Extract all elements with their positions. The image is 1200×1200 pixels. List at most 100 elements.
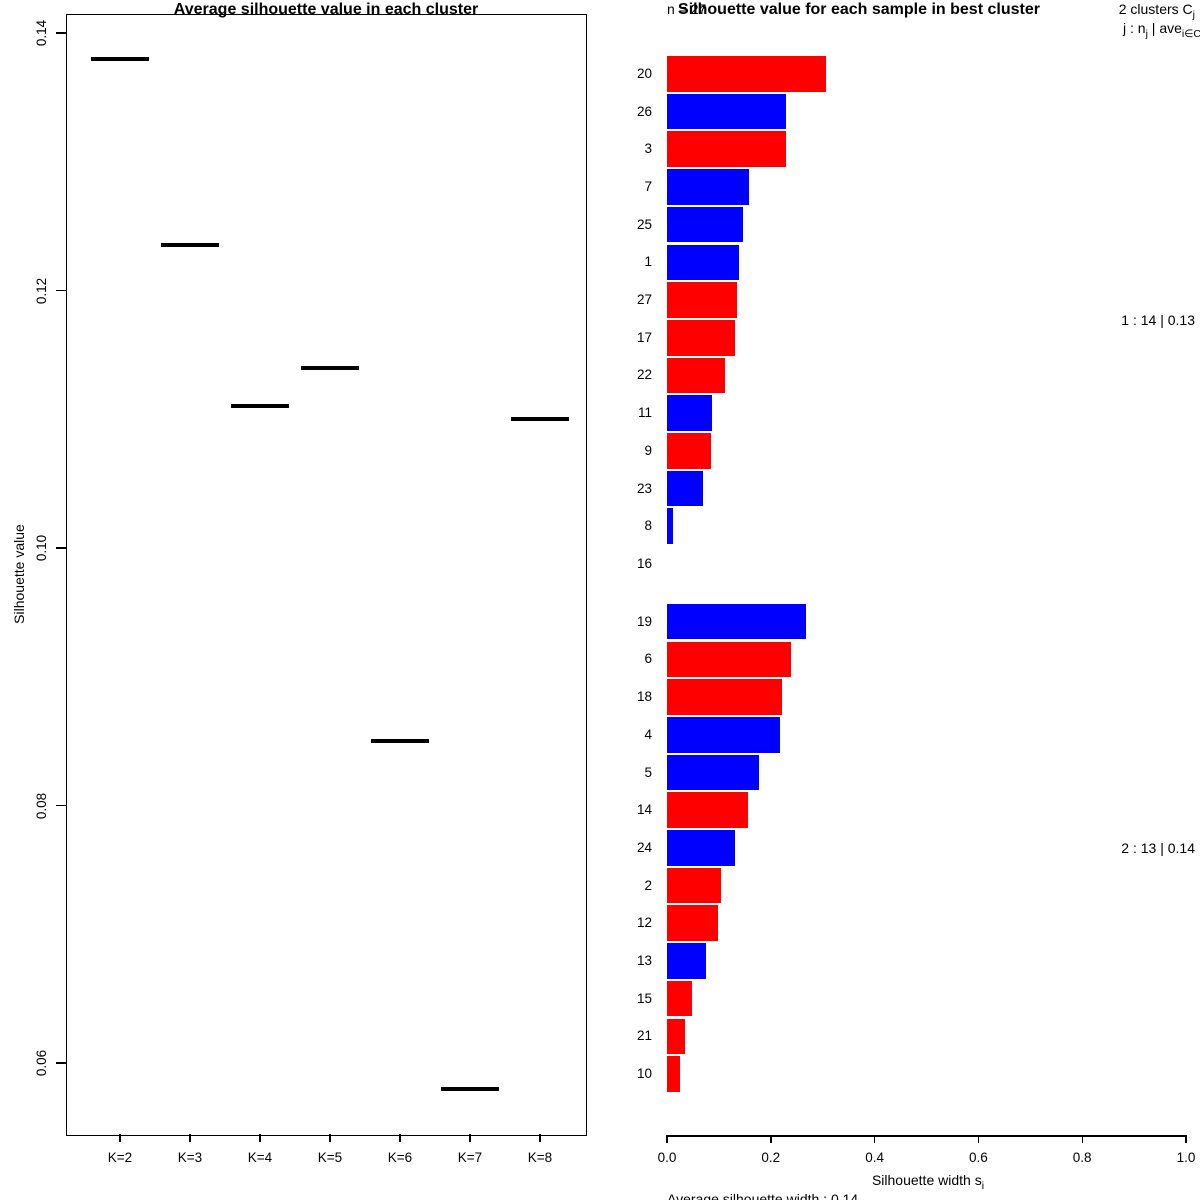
plain-text: | ave	[1147, 20, 1182, 36]
sample-label: 3	[644, 141, 652, 157]
silhouette-bar	[667, 395, 713, 431]
sample-label: 23	[636, 480, 652, 496]
sample-label: 4	[644, 726, 652, 742]
sample-label: 8	[644, 518, 652, 534]
silhouette-bar	[667, 867, 721, 904]
x-tick-mark	[399, 1134, 401, 1142]
sample-label: 25	[636, 216, 652, 232]
x-tick-label: 0.4	[865, 1150, 884, 1165]
y-tick-label: 0.08	[34, 792, 49, 819]
right-plot-title: Silhouette value for each sample in best…	[678, 1, 1040, 18]
silhouette-bar	[667, 470, 703, 507]
silhouette-bar	[667, 754, 759, 791]
silhouette-bar	[667, 980, 692, 1017]
cluster-legend-line1: 2 clusters Cj	[1119, 1, 1195, 21]
sample-label: 24	[636, 839, 652, 855]
silhouette-bar	[667, 244, 740, 281]
silhouette-bar	[667, 603, 807, 640]
silhouette-bar	[667, 943, 706, 979]
silhouette-bar	[667, 641, 791, 678]
average-silhouette-segment	[91, 56, 149, 61]
sample-label: 14	[636, 802, 652, 818]
sample-label: 21	[636, 1028, 652, 1044]
x-tick-mark	[977, 1135, 980, 1143]
silhouette-bar	[667, 1056, 680, 1092]
x-tick-mark	[770, 1135, 772, 1143]
sample-label: 26	[636, 103, 652, 119]
plain-text: j : n	[1123, 20, 1146, 36]
average-silhouette-segment	[231, 404, 289, 409]
x-tick-label: 1.0	[1176, 1150, 1196, 1165]
silhouette-bar	[667, 206, 743, 243]
y-tick-mark	[56, 547, 66, 549]
x-tick-mark	[119, 1134, 121, 1142]
average-silhouette-segment	[301, 365, 359, 370]
silhouette-bar	[667, 282, 738, 318]
x-tick-mark	[1081, 1135, 1083, 1143]
sample-label: 27	[636, 292, 652, 308]
x-tick-mark	[873, 1135, 876, 1143]
x-tick-label: K=6	[387, 1150, 413, 1165]
sample-label: 19	[636, 613, 652, 629]
subscript-text: j	[1145, 28, 1148, 40]
average-width-subtitle: Average silhouette width : 0.14	[667, 1191, 859, 1200]
plain-text: Silhouette width s	[871, 1172, 982, 1188]
silhouette-bar	[667, 905, 718, 942]
y-tick-mark	[56, 289, 66, 292]
sample-label: 11	[637, 405, 652, 421]
silhouette-bar	[667, 508, 674, 545]
x-tick-mark	[189, 1134, 191, 1142]
silhouette-bar	[667, 131, 786, 168]
y-tick-mark	[56, 32, 66, 34]
sample-label: 16	[636, 555, 652, 571]
y-tick-mark	[56, 804, 66, 807]
silhouette-bar	[667, 433, 712, 469]
average-silhouette-segment	[511, 417, 569, 422]
plain-text: 2 clusters C	[1118, 1, 1193, 17]
sample-label: 7	[644, 179, 652, 194]
right-n-label: n = 27	[667, 1, 707, 17]
average-silhouette-segment	[371, 739, 429, 744]
y-tick-label: 0.10	[34, 534, 49, 562]
sample-label: 10	[636, 1066, 652, 1082]
cluster1-annotation: 1 : 14 | 0.13	[1121, 312, 1195, 328]
x-tick-mark	[329, 1134, 331, 1142]
x-tick-label: 0.2	[761, 1150, 781, 1165]
sample-label: 15	[636, 990, 652, 1006]
silhouette-bar	[667, 792, 748, 828]
x-tick-label: K=4	[247, 1150, 273, 1165]
sample-label: 1	[644, 254, 652, 270]
left-plot-box	[66, 14, 587, 1136]
y-tick-mark	[56, 1062, 66, 1064]
left-plot-title: Average silhouette value in each cluster	[173, 1, 479, 18]
cluster-legend-line2: j : nj | avei∈Cj si	[1123, 20, 1200, 42]
sample-label: 20	[636, 65, 652, 81]
x-tick-label: 0.8	[1072, 1150, 1092, 1165]
average-silhouette-segment	[161, 243, 219, 248]
silhouette-bar	[667, 56, 826, 92]
cluster2-annotation: 2 : 13 | 0.14	[1121, 840, 1195, 856]
silhouette-bar	[667, 679, 783, 715]
x-tick-label: K=7	[457, 1150, 483, 1165]
x-tick-label: K=8	[527, 1150, 553, 1165]
silhouette-bar	[667, 1018, 686, 1055]
silhouette-bar	[667, 319, 735, 356]
x-tick-mark	[539, 1134, 541, 1142]
sample-label: 2	[644, 877, 652, 893]
sample-label: 9	[644, 442, 652, 458]
x-tick-label: K=3	[177, 1150, 203, 1165]
x-tick-mark	[666, 1135, 668, 1143]
x-tick-label: 0.6	[969, 1150, 988, 1165]
silhouette-bar	[667, 93, 786, 130]
silhouette-bar	[667, 357, 726, 394]
sample-label: 5	[644, 764, 652, 780]
right-x-axis-label: Silhouette width si	[872, 1172, 984, 1192]
sample-label: 18	[636, 689, 652, 705]
y-tick-label: 0.06	[34, 1049, 49, 1077]
x-tick-mark	[259, 1134, 261, 1142]
sample-label: 22	[636, 367, 652, 383]
silhouette-bar	[667, 169, 749, 205]
x-axis-line	[667, 1135, 1186, 1137]
silhouette-bar	[667, 716, 781, 753]
